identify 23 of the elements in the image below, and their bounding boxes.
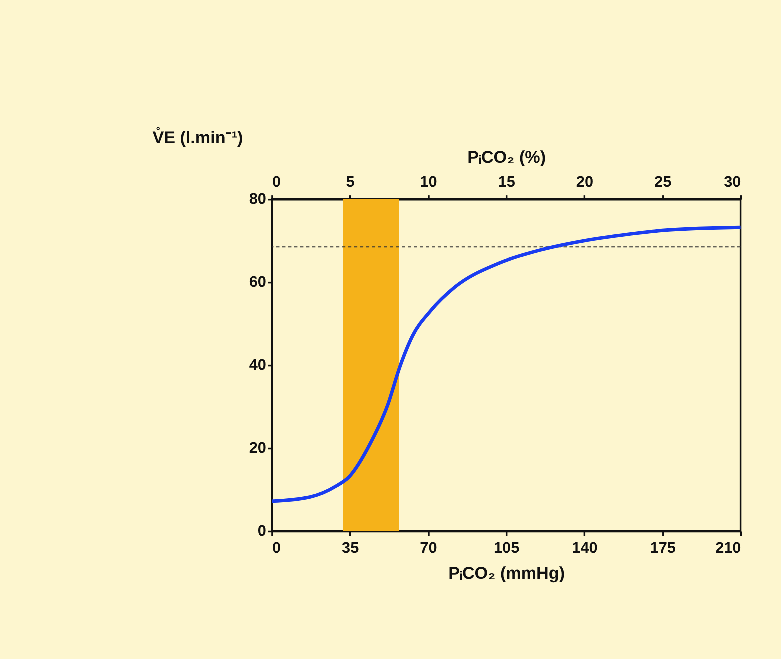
x2-tick-label: 15 <box>498 174 516 192</box>
x2-tick-label: 20 <box>576 174 594 192</box>
x2-axis-title: PᵢCO₂ (%) <box>468 148 546 168</box>
y-tick-label: 60 <box>249 274 266 292</box>
x-tick-label: 70 <box>420 540 438 558</box>
x-tick-label: 210 <box>716 540 742 558</box>
x-axis-title: PᵢCO₂ (mmHg) <box>448 564 566 583</box>
x2-tick-label: 0 <box>272 174 282 192</box>
x2-tick-label: 10 <box>420 174 438 192</box>
x-tick-label: 105 <box>494 540 520 558</box>
x-tick-label: 35 <box>342 540 360 558</box>
line-series <box>270 226 743 504</box>
y-tick-label: 80 <box>249 191 266 208</box>
y-axis-title: V̊E (l.min⁻¹) <box>152 127 244 148</box>
x-tick-label: 140 <box>572 540 598 558</box>
x2-tick-label: 5 <box>346 174 356 192</box>
x-tick-label: 0 <box>272 540 282 558</box>
x2-tick-label: 25 <box>654 174 672 192</box>
y-tick-label: 0 <box>258 523 266 540</box>
y-tick-label: 20 <box>249 440 266 458</box>
x2-tick-label: 30 <box>724 174 742 192</box>
x-tick-label: 175 <box>650 540 676 558</box>
y-tick-label: 40 <box>249 357 266 374</box>
